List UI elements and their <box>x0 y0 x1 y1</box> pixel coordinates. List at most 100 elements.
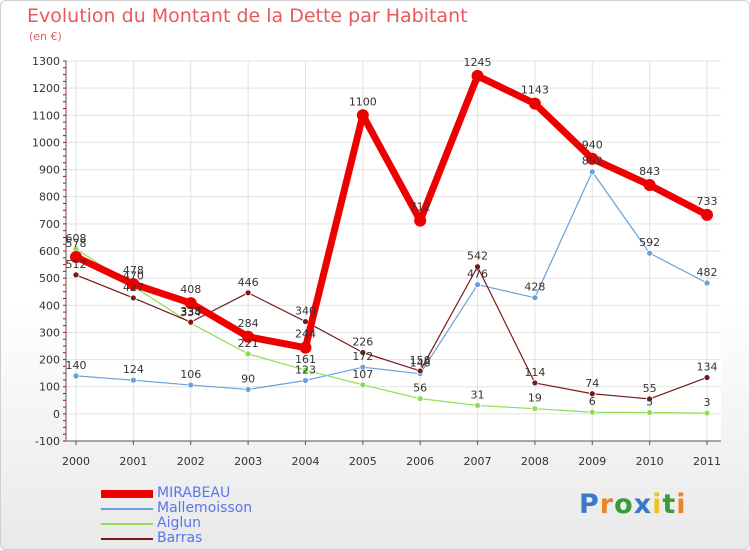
data-label-aiglun: 6 <box>589 395 596 408</box>
data-label-mallemoisson: 106 <box>180 368 201 381</box>
legend-label: Mallemoisson <box>157 500 253 516</box>
legend-swatch <box>101 490 153 498</box>
data-label-aiglun: 3 <box>704 396 711 409</box>
data-point-barras <box>703 374 711 381</box>
x-tick-label: 2011 <box>693 455 721 468</box>
data-label-mallemoisson: 428 <box>524 281 545 294</box>
data-point-barras <box>72 271 80 279</box>
data-point-mirabeau <box>356 109 369 122</box>
data-label-mallemoisson: 123 <box>295 363 316 376</box>
data-label-barras: 114 <box>524 366 545 379</box>
data-label-barras: 158 <box>410 354 431 367</box>
data-point-mirabeau <box>528 97 541 110</box>
data-point-mirabeau <box>184 297 197 310</box>
legend-item: Barras <box>101 530 321 547</box>
y-tick-label: 800 <box>39 191 60 204</box>
data-label-aiglun: 608 <box>66 232 87 245</box>
data-label-aiglun: 334 <box>180 306 201 319</box>
logo-letter: i <box>676 489 687 520</box>
data-label-mirabeau: 843 <box>639 165 660 178</box>
y-tick-label: 1200 <box>32 82 60 95</box>
data-point-aiglun <box>416 395 424 403</box>
data-point-barras <box>646 395 654 403</box>
data-label-mallemoisson: 90 <box>241 372 255 385</box>
x-tick-label: 2010 <box>636 455 664 468</box>
data-label-barras: 446 <box>238 276 259 289</box>
data-label-barras: 226 <box>352 336 373 349</box>
data-label-barras: 134 <box>697 360 718 373</box>
data-label-aiglun: 5 <box>646 396 653 409</box>
data-point-barras <box>129 294 137 302</box>
x-tick-label: 2001 <box>119 455 147 468</box>
data-label-mirabeau: 733 <box>697 195 718 208</box>
data-label-aiglun: 161 <box>295 353 316 366</box>
data-label-barras: 512 <box>66 258 87 271</box>
data-label-mirabeau: 284 <box>238 317 259 330</box>
data-point-aiglun <box>244 350 252 358</box>
data-point-mirabeau <box>70 250 82 263</box>
data-label-mirabeau: 578 <box>66 237 87 250</box>
data-point-aiglun <box>359 381 367 389</box>
y-tick-label: 300 <box>39 326 60 339</box>
x-tick-label: 2008 <box>521 455 549 468</box>
data-point-mallemoisson <box>588 168 596 176</box>
data-label-aiglun: 107 <box>352 368 373 381</box>
x-tick-label: 2005 <box>349 455 377 468</box>
data-label-aiglun: 19 <box>528 392 542 405</box>
data-point-mirabeau <box>299 341 312 354</box>
x-tick-label: 2009 <box>578 455 606 468</box>
data-label-aiglun: 221 <box>238 337 259 350</box>
legend-item: Mallemoisson <box>101 500 321 517</box>
data-point-barras <box>302 318 309 325</box>
data-label-aiglun: 56 <box>413 382 427 395</box>
y-tick-label: 200 <box>39 354 60 367</box>
data-label-mallemoisson: 124 <box>123 363 144 376</box>
data-label-mallemoisson: 148 <box>410 357 431 370</box>
data-point-mallemoisson <box>359 363 367 371</box>
x-tick-label: 2002 <box>177 455 205 468</box>
x-tick-label: 2003 <box>234 455 262 468</box>
data-label-mirabeau: 1245 <box>464 56 492 69</box>
data-label-barras: 74 <box>585 377 599 390</box>
logo-letter: x <box>633 489 653 520</box>
data-point-barras <box>244 289 252 297</box>
y-tick-label: 700 <box>39 218 60 231</box>
series-line-barras <box>75 266 708 400</box>
x-tick-label: 2007 <box>464 455 492 468</box>
data-point-aiglun <box>646 409 654 416</box>
y-tick-label: 1300 <box>32 55 60 68</box>
y-tick-label: 0 <box>53 408 60 421</box>
legend-swatch <box>101 508 153 510</box>
series-line-mallemoisson <box>75 171 708 391</box>
data-point-barras <box>187 318 195 326</box>
data-point-mirabeau <box>471 69 484 82</box>
logo-letter: P <box>579 489 600 520</box>
logo-letter: t <box>662 489 677 520</box>
data-point-barras <box>531 379 539 387</box>
logo-letter: o <box>614 489 634 520</box>
data-label-mallemoisson: 172 <box>352 350 373 363</box>
data-point-barras <box>588 390 596 398</box>
logo-letter: r <box>599 489 615 520</box>
y-tick-label: 100 <box>39 381 60 394</box>
data-label-mirabeau: 1143 <box>521 84 549 97</box>
legend-swatch <box>101 523 153 525</box>
data-point-aiglun <box>588 408 596 416</box>
data-point-mallemoisson <box>703 279 711 287</box>
data-label-barras: 340 <box>295 305 316 318</box>
data-point-mirabeau <box>701 208 713 221</box>
chart-subtitle: (en €) <box>29 30 62 43</box>
data-label-mallemoisson: 592 <box>639 236 660 249</box>
proxiti-logo: Proxiti <box>579 489 687 520</box>
data-point-mallemoisson <box>129 376 137 384</box>
data-point-aiglun <box>302 366 309 374</box>
data-point-mirabeau <box>127 278 140 291</box>
series-line-mirabeau <box>72 72 711 352</box>
legend-label: Barras <box>157 530 203 546</box>
x-tick-label: 2006 <box>406 455 434 468</box>
y-tick-label: -100 <box>35 435 60 448</box>
data-label-mirabeau: 1100 <box>349 95 377 108</box>
data-point-mirabeau <box>414 214 427 227</box>
data-label-mallemoisson: 140 <box>66 359 87 372</box>
